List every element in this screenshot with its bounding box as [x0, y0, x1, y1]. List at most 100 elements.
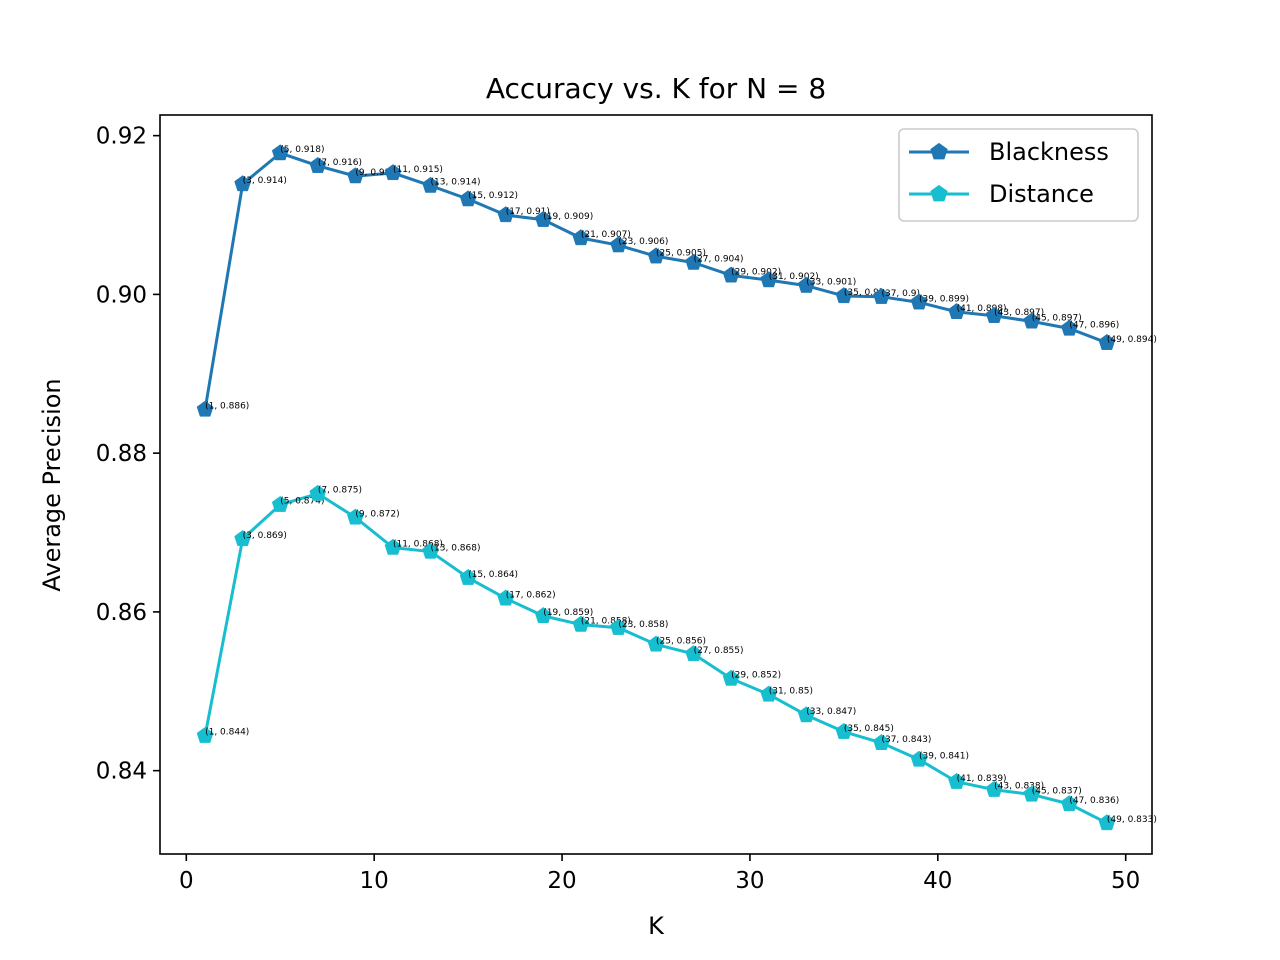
distance-data-label: (35, 0.845) — [844, 724, 894, 734]
blackness-point — [835, 287, 853, 304]
x-axis-title: K — [648, 912, 665, 940]
blackness-point — [760, 271, 778, 288]
distance-point — [1060, 795, 1078, 812]
blackness-point — [534, 210, 552, 227]
y-tick-label: 0.92 — [96, 124, 147, 150]
blackness-point — [572, 229, 590, 246]
blackness-point — [422, 176, 439, 193]
distance-point — [722, 669, 740, 686]
distance-point — [384, 538, 402, 555]
x-tick-label: 30 — [735, 868, 764, 894]
blackness-data-label: (21, 0.907) — [581, 230, 631, 240]
blackness-data-label: (29, 0.902) — [731, 267, 781, 277]
plot-area: 0 10 20 30 40 50 0.84 0.86 0.88 0.90 0.92 (1, 0.886… — [96, 114, 1157, 894]
distance-point — [985, 780, 1003, 797]
blackness-data-label: (5, 0.918) — [280, 145, 324, 155]
distance-point — [347, 508, 364, 525]
blackness-data-label: (17, 0.91) — [506, 207, 550, 217]
distance-point — [760, 685, 778, 702]
distance-point — [1098, 814, 1116, 831]
distance-point — [534, 607, 552, 623]
blackness-data-label: (37, 0.9) — [881, 289, 920, 299]
blackness-point — [497, 206, 515, 223]
blackness-data-label: (19, 0.909) — [543, 212, 593, 222]
blackness-data-label: (31, 0.902) — [769, 272, 819, 282]
distance-data-label: (3, 0.869) — [243, 531, 287, 541]
blackness-data-label: (33, 0.901) — [806, 278, 856, 288]
distance-point — [835, 722, 853, 739]
distance-data-label: (49, 0.833) — [1107, 815, 1157, 825]
blackness-point — [1098, 334, 1116, 350]
blackness-data-label: (13, 0.914) — [431, 178, 481, 188]
distance-data-label: (41, 0.839) — [957, 774, 1007, 784]
blackness-data-label: (11, 0.915) — [393, 165, 443, 175]
blackness-point — [873, 287, 890, 304]
distance-data-label: (33, 0.847) — [806, 707, 856, 717]
blackness-data-label: (23, 0.906) — [618, 237, 668, 247]
distance-point — [572, 615, 590, 632]
blackness-data-label: (35, 0.9) — [844, 288, 883, 298]
blackness-data-label: (39, 0.899) — [919, 294, 969, 304]
distance-data-label: (27, 0.855) — [694, 646, 744, 656]
distance-point — [948, 772, 965, 789]
legend-distance-label: Distance — [989, 180, 1094, 208]
y-tick-label: 0.84 — [96, 759, 147, 785]
blackness-data-label: (45, 0.897) — [1032, 313, 1082, 323]
distance-data-label: (23, 0.858) — [618, 620, 668, 630]
distance-point — [422, 542, 439, 559]
distance-data-label: (47, 0.836) — [1069, 796, 1119, 806]
blackness-point — [1060, 319, 1078, 336]
blackness-point — [722, 266, 740, 283]
distance-data-label: (5, 0.874) — [280, 497, 324, 507]
blackness-point — [910, 293, 928, 310]
blackness-point — [459, 190, 477, 207]
blackness-point — [347, 167, 364, 184]
blackness-point — [271, 144, 289, 161]
distance-data-label: (43, 0.838) — [994, 782, 1044, 792]
distance-data-label: (21, 0.858) — [581, 617, 631, 627]
legend-blackness-marker — [930, 142, 948, 160]
distance-point — [497, 589, 515, 606]
distance-data-label: (17, 0.862) — [506, 590, 556, 600]
y-tick-label: 0.86 — [96, 600, 147, 626]
distance-point — [196, 726, 214, 743]
distance-data-label: (19, 0.859) — [543, 608, 593, 618]
legend-distance-marker — [930, 184, 948, 202]
distance-point — [271, 495, 289, 512]
y-axis-title: Average Precision — [38, 378, 66, 591]
chart-title: Accuracy vs. K for N = 8 — [486, 72, 826, 105]
x-tick-label: 20 — [547, 868, 576, 894]
distance-data-label: (9, 0.872) — [355, 509, 399, 519]
blackness-point — [196, 400, 214, 417]
blackness-data-label: (49, 0.894) — [1107, 335, 1157, 345]
distance-data-label: (11, 0.868) — [393, 540, 443, 550]
distance-point — [1023, 785, 1041, 802]
legend: Blackness Distance — [898, 128, 1139, 222]
blackness-point — [610, 236, 627, 253]
distance-data-label: (15, 0.864) — [468, 570, 518, 580]
x-tick-label: 0 — [179, 868, 194, 894]
blackness-point — [234, 175, 252, 192]
blackness-point — [685, 253, 702, 270]
blackness-data-label: (47, 0.896) — [1069, 321, 1119, 331]
legend-blackness-label: Blackness — [989, 138, 1109, 166]
distance-data-label: (39, 0.841) — [919, 752, 969, 762]
blackness-data-label: (1, 0.886) — [205, 401, 249, 411]
distance-data-label: (25, 0.856) — [656, 636, 706, 646]
blackness-point — [1023, 312, 1041, 329]
blackness-point — [797, 276, 815, 293]
x-tick-label: 40 — [923, 868, 952, 894]
blackness-data-label: (7, 0.916) — [318, 158, 362, 168]
blackness-point — [309, 156, 327, 173]
distance-data-label: (31, 0.85) — [769, 686, 813, 696]
blackness-point — [647, 247, 665, 264]
y-tick-label: 0.88 — [96, 441, 147, 467]
distance-point — [459, 568, 477, 585]
blackness-point — [985, 307, 1003, 323]
distance-data-label: (7, 0.875) — [318, 486, 362, 496]
distance-data-label: (13, 0.868) — [431, 544, 481, 554]
blackness-point — [384, 164, 402, 181]
x-tick-label: 10 — [360, 868, 389, 894]
distance-point — [797, 706, 815, 723]
